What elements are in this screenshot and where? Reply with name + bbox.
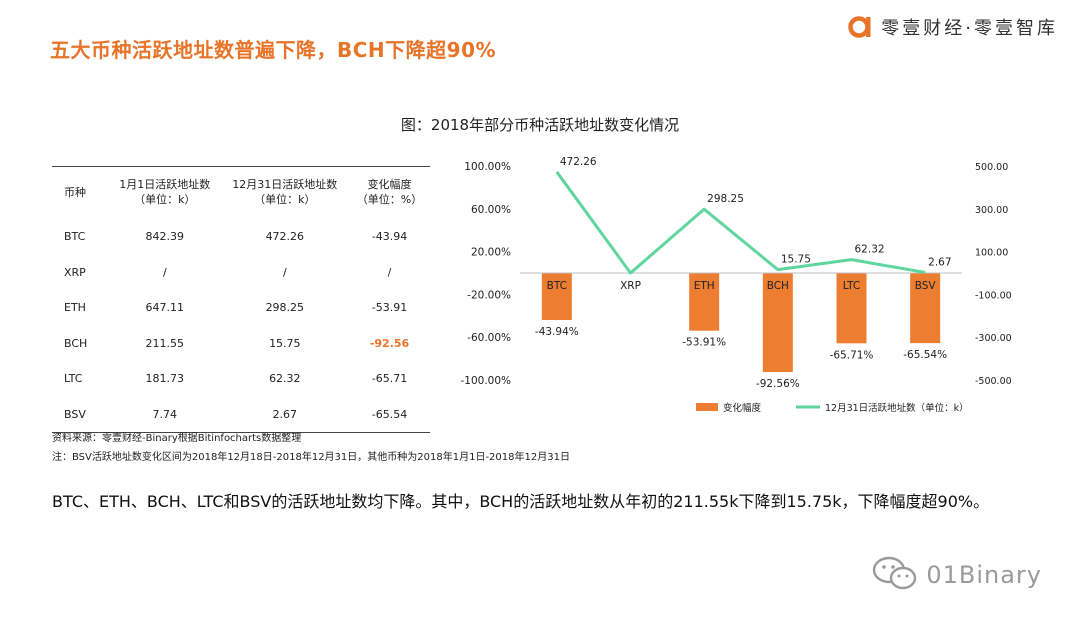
cell-coin: BTC xyxy=(64,230,86,244)
category-label: BTC xyxy=(547,280,567,292)
y-right-tick-label: -300.00 xyxy=(975,333,1012,344)
y-right-tick-label: 100.00 xyxy=(975,248,1008,259)
y-left-tick-label: -100.00% xyxy=(460,375,511,387)
table-header-row: 币种 1月1日活跃地址数 （单位：k） 12月31日活跃地址数 （单位：k） 变… xyxy=(52,166,430,220)
category-label: ETH xyxy=(694,280,715,292)
cell-change: / xyxy=(387,265,392,279)
cell-change: -53.91 xyxy=(371,301,408,315)
table-row: BCH 211.55 15.75 -92.56 xyxy=(52,326,430,362)
cell-dec31: 472.26 xyxy=(265,230,305,244)
page-heading: 五大币种活跃地址数普遍下降，BCH下降超90% xyxy=(50,38,497,62)
brand-name: 零壹财经·零壹智库 xyxy=(881,18,1058,39)
cell-jan1: 647.11 xyxy=(145,301,185,315)
category-label: BSV xyxy=(915,280,937,292)
cell-dec31: 62.32 xyxy=(269,372,301,386)
figure-title: 图：2018年部分币种活跃地址数变化情况 xyxy=(400,116,680,134)
line-data-label: 15.75 xyxy=(781,254,811,266)
cell-dec31: 298.25 xyxy=(265,301,305,315)
line-data-label: 472.26 xyxy=(560,156,597,168)
table-row: ETH 647.11 298.25 -53.91 xyxy=(52,290,430,326)
bar-data-label: -65.54% xyxy=(903,349,947,361)
y-left-tick-label: -20.00% xyxy=(467,289,511,301)
bar-ltc xyxy=(836,273,867,344)
data-table: 币种 1月1日活跃地址数 （单位：k） 12月31日活跃地址数 （单位：k） 变… xyxy=(52,166,430,433)
y-left-tick-label: -60.00% xyxy=(467,332,511,344)
cell-change-highlight: -92.56 xyxy=(369,336,410,350)
line-data-label: 298.25 xyxy=(707,193,744,205)
cell-jan1: 181.73 xyxy=(145,372,185,386)
bar-bch xyxy=(762,273,793,373)
combo-chart: 100.00% 60.00% 20.00% -20.00% -60.00% -100.00… xyxy=(460,156,1012,414)
table-row: LTC 181.73 62.32 -65.71 xyxy=(52,361,430,397)
bar-data-label: -92.56% xyxy=(756,378,800,390)
cell-change: -65.54 xyxy=(371,407,408,421)
cell-change: -43.94 xyxy=(371,230,408,244)
bar-data-label: -43.94% xyxy=(535,326,579,338)
y-right-tick-label: 300.00 xyxy=(975,205,1008,216)
cell-dec31: / xyxy=(282,265,287,279)
note-line: 注：BSV活跃地址数变化区间为2018年12月18日-2018年12月31日，其… xyxy=(52,452,570,463)
cell-coin: ETH xyxy=(64,301,86,315)
legend-bar-swatch xyxy=(696,403,718,411)
cell-dec31: 15.75 xyxy=(269,336,301,350)
legend-bar-label: 变化幅度 xyxy=(723,402,762,414)
cell-jan1: 211.55 xyxy=(145,336,185,350)
y-right-tick-label: -100.00 xyxy=(975,290,1012,301)
category-label: XRP xyxy=(620,280,641,292)
cell-dec31: 2.67 xyxy=(272,407,298,421)
line-series xyxy=(555,171,926,275)
cell-coin: LTC xyxy=(64,372,83,386)
bar-btc xyxy=(541,273,572,321)
bar-data-label: -53.91% xyxy=(682,337,726,349)
source-line: 资料来源：零壹财经-Binary根据Bitinfocharts数据整理 xyxy=(52,433,302,444)
y-right-tick-label: -500.00 xyxy=(975,376,1012,387)
cell-jan1: 7.74 xyxy=(152,407,178,421)
header-coin: 币种 xyxy=(64,185,86,199)
header-dec31: 12月31日活跃地址数 （单位：k） xyxy=(232,178,338,206)
cell-jan1: 842.39 xyxy=(145,230,185,244)
watermark: 01Binary xyxy=(872,556,1042,594)
bar-bsv xyxy=(910,273,941,344)
category-label: LTC xyxy=(843,280,861,292)
cell-coin: XRP xyxy=(64,265,86,279)
table-row: BSV 7.74 2.67 -65.54 xyxy=(52,397,430,433)
cell-change: -65.71 xyxy=(371,372,408,386)
line-data-label: 62.32 xyxy=(855,244,885,256)
summary-text: BTC、ETH、BCH、LTC和BSV的活跃地址数均下降。其中，BCH的活跃地址… xyxy=(52,492,990,511)
bar-eth xyxy=(689,273,720,331)
category-label: BCH xyxy=(767,280,789,292)
cell-coin: BCH xyxy=(64,336,88,350)
wechat-icon xyxy=(872,556,918,594)
line-data-label: 2.67 xyxy=(928,256,951,268)
header-change: 变化幅度 （单位：%） xyxy=(356,178,423,206)
bar-data-label: -65.71% xyxy=(830,349,874,361)
y-left-tick-label: 60.00% xyxy=(471,204,511,216)
cell-jan1: / xyxy=(162,265,167,279)
y-left-tick-label: 20.00% xyxy=(471,247,511,259)
header-jan1: 1月1日活跃地址数 （单位：k） xyxy=(119,178,211,206)
cell-coin: BSV xyxy=(64,407,86,421)
y-right-tick-label: 500.00 xyxy=(975,162,1008,173)
y-left-tick-label: 100.00% xyxy=(464,161,511,173)
brand-logo-icon xyxy=(847,14,873,40)
brand: 零壹财经·零壹智库 xyxy=(847,14,1058,40)
watermark-text: 01Binary xyxy=(926,561,1042,589)
legend-line-label: 12月31日活跃地址数（单位：k） xyxy=(825,402,969,414)
table-row: XRP / / / xyxy=(52,255,430,291)
table-row: BTC 842.39 472.26 -43.94 xyxy=(52,219,430,255)
source-notes: 资料来源：零壹财经-Binary根据Bitinfocharts数据整理 注：BS… xyxy=(52,429,570,467)
